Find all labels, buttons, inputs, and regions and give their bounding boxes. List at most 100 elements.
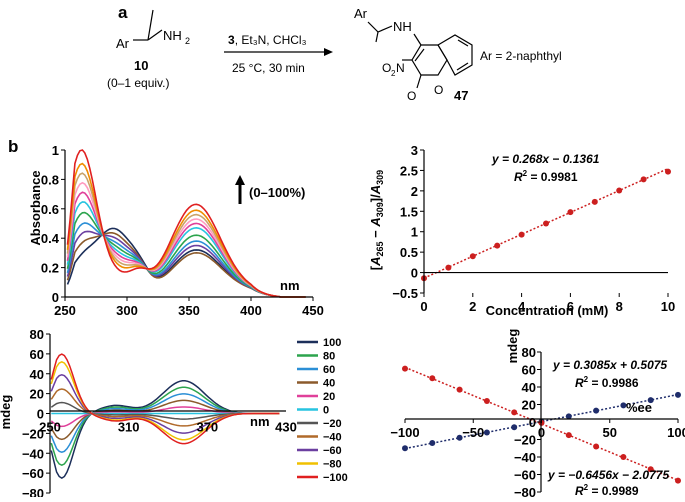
- cd-legend-label: −100: [323, 472, 348, 484]
- ee-point-red: [483, 398, 490, 404]
- ar-definition: Ar = 2-naphthyl: [480, 49, 562, 63]
- cd-ytick-label: −60: [22, 466, 44, 481]
- uv-ytick-label: 0.4: [41, 231, 60, 246]
- ee-point-blue: [675, 391, 681, 398]
- ee-xtick-label: 100: [667, 425, 685, 440]
- ee-point-blue: [647, 397, 654, 404]
- calibration-ytick-label: 2.5: [400, 163, 418, 178]
- cd-x-ticks: 250 310 370 430: [39, 420, 297, 435]
- cd-legend-label: 80: [323, 351, 335, 363]
- ee-x-axis-label: %ee: [626, 400, 652, 415]
- benzo-double-2: [456, 62, 469, 71]
- cd-legend-label: 0: [323, 405, 329, 417]
- cd-legend-label: −20: [323, 418, 342, 430]
- cd-legend-label: −60: [323, 445, 342, 457]
- r2-letter: R: [514, 170, 523, 184]
- cd-xtick-label: 310: [118, 420, 140, 435]
- uv-ytick-label: 0: [52, 290, 59, 305]
- calibration-x-ticks: 0 2 4 6 8 10: [420, 293, 675, 314]
- ylab-c: 265: [375, 241, 385, 256]
- uv-curves: [66, 149, 306, 298]
- ylab-e: A: [368, 217, 383, 227]
- uv-xtick-label: 450: [302, 303, 324, 318]
- ee-point-red: [647, 466, 654, 473]
- cd-y-ticks: −80 −60 −40 −20 0 20 40 60 80: [22, 327, 50, 501]
- cd-y-axis-label: mdeg: [0, 395, 13, 430]
- ee-y-ticks: −80 −60 −40 −20 0 20 40 60 80: [514, 345, 541, 500]
- reaction-arrow-group: 3, Et₃N, CHCl₃ 25 °C, 30 min: [224, 33, 333, 75]
- uv-series-20pct: [66, 230, 306, 298]
- calibration-xtick-label: 10: [661, 299, 675, 314]
- n-bond: [147, 29, 163, 41]
- atom-carbonyl-o: O: [407, 89, 416, 103]
- ee-equation-red: y = −0.6456x − 2.0775: [547, 468, 669, 482]
- r2-red-sup: 2: [584, 483, 589, 492]
- cd-ytick-label: 20: [30, 387, 44, 402]
- ylab-g: ]/: [368, 194, 383, 202]
- ee-point-red: [593, 443, 600, 450]
- calibration-ytick-label: 0: [411, 266, 418, 281]
- calibration-xtick-label: 0: [420, 299, 427, 314]
- cd-curves: [50, 353, 280, 479]
- cd-ytick-label: 0: [37, 407, 44, 422]
- cd-ytick-label: −80: [22, 486, 44, 497]
- panel-label-a: a: [118, 3, 128, 22]
- atom-nh-product: NH: [393, 19, 412, 34]
- benzo-ring: [437, 34, 473, 76]
- ee-ytick-label: 80: [522, 345, 536, 360]
- ee-xtick-label: −100: [390, 425, 419, 440]
- ee-point-blue: [511, 424, 518, 431]
- uv-ytick-label: 0.8: [41, 172, 59, 187]
- uv-xtick-label: 300: [116, 303, 138, 318]
- ee-xtick-label: 0: [538, 425, 545, 440]
- r2-sup: 2: [523, 169, 528, 178]
- benzo-double-1: [457, 39, 469, 47]
- calibration-y-axis-label: [A265 − A309]/A309: [368, 170, 385, 270]
- reactant-equiv: (0–1 equiv.): [107, 76, 169, 90]
- ee-ytick-label: 0: [529, 415, 536, 430]
- reagent-rest: , Et₃N, CHCl₃: [235, 33, 307, 47]
- ee-point-red: [429, 375, 436, 382]
- uv-x-axis-unit: nm: [280, 278, 300, 293]
- ee-r2-blue: R2 = 0.9986: [575, 375, 639, 390]
- uv-y-ticks: 0 0.2 0.4 0.6 0.8 1: [41, 143, 65, 305]
- ee-point-red: [620, 454, 627, 460]
- atom-no2-o: O: [382, 61, 391, 75]
- bond-ar-ch: [367, 21, 379, 33]
- uv-annotation: (0–100%): [249, 185, 305, 200]
- ee-ytick-label: −80: [514, 485, 536, 497]
- ee-point-blue: [565, 413, 572, 420]
- cd-xtick-label: 250: [39, 420, 61, 435]
- ylab-h: A: [368, 185, 383, 195]
- ee-point-blue: [429, 440, 436, 446]
- uv-xtick-label: 400: [240, 303, 262, 318]
- calibration-point: [543, 220, 549, 227]
- ee-point-red: [565, 432, 572, 439]
- bond-carbonyl: [416, 74, 422, 89]
- calibration-point: [469, 253, 476, 260]
- panel-label-b: b: [8, 137, 18, 156]
- ee-point-red: [402, 365, 408, 372]
- ee-point-red: [511, 409, 518, 416]
- atom-ar-product: Ar: [354, 6, 368, 21]
- uv-ytick-label: 0.6: [41, 202, 59, 217]
- bond-methyl-product: [375, 31, 379, 43]
- uv-xtick-label: 350: [178, 303, 200, 318]
- uv-arrow-head: [235, 175, 245, 185]
- cd-xtick-label: 370: [196, 420, 218, 435]
- reactant-label: 10: [134, 58, 148, 73]
- ee-point-blue: [593, 407, 600, 414]
- ee-y-axis-label: mdeg: [505, 329, 520, 364]
- uv-y-axis-label: Absorbance: [28, 170, 43, 245]
- ylab-b: A: [368, 256, 383, 266]
- calibration-ytick-label: −0.5: [392, 286, 418, 301]
- r2-blue-value: = 0.9986: [588, 376, 639, 390]
- calibration-point: [518, 231, 525, 238]
- cd-series-−100: [50, 353, 280, 445]
- ee-r2-red: R2 = 0.9989: [575, 483, 639, 497]
- atom-no2-sub: 2: [391, 69, 396, 78]
- cd-xtick-label: 430: [275, 420, 297, 435]
